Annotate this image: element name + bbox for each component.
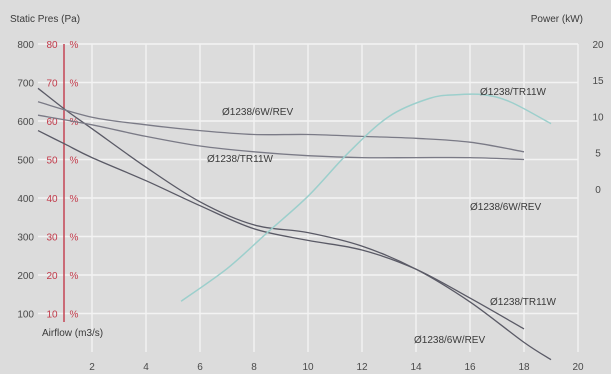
static-pressure-tick-label: 100 bbox=[17, 310, 34, 321]
x-tick-label: 12 bbox=[356, 362, 368, 373]
efficiency-tick-label: 20 bbox=[46, 271, 58, 282]
efficiency-curve-1238-tr11w bbox=[37, 114, 525, 161]
x-tick-label: 8 bbox=[251, 362, 257, 373]
power-axis-label: Power (kW) bbox=[531, 14, 583, 25]
power-tick-label: 15 bbox=[592, 76, 604, 87]
efficiency-curve-1238-6w-rev bbox=[37, 101, 525, 153]
static-pressure-tick-label: 300 bbox=[17, 233, 34, 244]
x-tick-label: 16 bbox=[464, 362, 476, 373]
static-pressure-curve-1238-tr11w bbox=[37, 130, 525, 330]
efficiency-unit-label: % bbox=[70, 233, 79, 244]
x-tick-label: 4 bbox=[143, 362, 149, 373]
x-tick-label: 2 bbox=[89, 362, 95, 373]
static-pressure-curve-1238-6w-rev bbox=[37, 87, 552, 361]
efficiency-unit-label: % bbox=[70, 79, 79, 90]
efficiency-unit-label: % bbox=[70, 156, 79, 167]
static-pressure-tick-label: 600 bbox=[17, 117, 34, 128]
efficiency-unit-label: % bbox=[70, 40, 79, 51]
static-pressure-tick-label: 700 bbox=[17, 79, 34, 90]
power-tick-label: 10 bbox=[592, 112, 604, 123]
efficiency-tick-label: 80 bbox=[46, 40, 58, 51]
annotation-6w-rev-pressure: Ø1238/6W/REV bbox=[414, 335, 485, 346]
efficiency-tick-label: 60 bbox=[46, 117, 58, 128]
power-curve-1238-tr11w bbox=[180, 93, 552, 302]
efficiency-tick-label: 30 bbox=[46, 233, 58, 244]
static-pressure-tick-label: 800 bbox=[17, 40, 34, 51]
annotation-6w-rev-efficiency: Ø1238/6W/REV bbox=[222, 107, 293, 118]
series-lines bbox=[37, 87, 552, 361]
annotation-tr11w-pressure: Ø1238/TR11W bbox=[490, 297, 557, 308]
annotation-tr11w-efficiency: Ø1238/TR11W bbox=[207, 154, 274, 165]
static-pressure-axis-label: Static Pres (Pa) bbox=[10, 14, 80, 25]
efficiency-tick-label: 50 bbox=[46, 156, 58, 167]
x-tick-label: 18 bbox=[518, 362, 530, 373]
power-tick-label: 0 bbox=[595, 185, 601, 196]
x-tick-label: 6 bbox=[197, 362, 203, 373]
efficiency-unit-label: % bbox=[70, 117, 79, 128]
annotation-6w-rev-power: Ø1238/6W/REV bbox=[470, 202, 541, 213]
efficiency-tick-label: 40 bbox=[46, 194, 58, 205]
power-tick-label: 20 bbox=[592, 40, 604, 51]
efficiency-tick-label: 70 bbox=[46, 79, 58, 90]
efficiency-unit-label: % bbox=[70, 194, 79, 205]
x-tick-label: 20 bbox=[572, 362, 584, 373]
static-pressure-tick-label: 500 bbox=[17, 156, 34, 167]
static-pressure-tick-label: 200 bbox=[17, 271, 34, 282]
annotation-tr11w-power: Ø1238/TR11W bbox=[480, 87, 547, 98]
efficiency-tick-label: 10 bbox=[46, 310, 58, 321]
static-pressure-tick-label: 400 bbox=[17, 194, 34, 205]
efficiency-unit-label: % bbox=[70, 271, 79, 282]
grid bbox=[38, 43, 579, 352]
x-tick-label: 14 bbox=[410, 362, 422, 373]
efficiency-unit-label: % bbox=[70, 310, 79, 321]
power-tick-label: 5 bbox=[595, 149, 601, 160]
airflow-axis-label: Airflow (m3/s) bbox=[42, 328, 103, 339]
x-tick-label: 10 bbox=[302, 362, 314, 373]
